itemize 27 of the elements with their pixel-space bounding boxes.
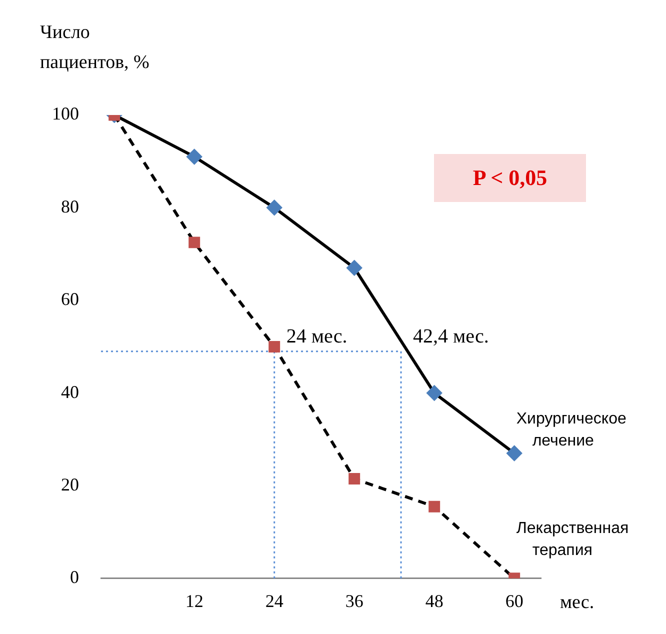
y-tick-label: 20: [61, 474, 79, 494]
point: [506, 446, 522, 461]
y-tick-label: 100: [52, 104, 79, 124]
x-tick-label: 12: [185, 590, 204, 611]
y-axis-title: Число пациентов, %: [40, 21, 150, 75]
point: [268, 340, 280, 352]
y-tick-label: 80: [61, 196, 79, 216]
y-tick-label: 40: [61, 382, 79, 402]
point: [188, 236, 200, 248]
annotation: 24 мес.: [286, 326, 348, 348]
point: [346, 260, 362, 276]
point: [348, 473, 360, 485]
x-tick-label: 24: [265, 590, 284, 611]
point: [428, 500, 440, 512]
y-tick-label: 0: [70, 567, 79, 588]
note-box: P < 0,05: [434, 154, 586, 202]
point: [266, 200, 282, 216]
x-axis-title: мес.: [560, 592, 594, 614]
x-tick-label: 48: [425, 590, 444, 611]
x-tick-label: 36: [345, 590, 364, 611]
point: [426, 386, 442, 401]
x-tick-label: 60: [505, 590, 524, 611]
series-label: Хирургическое лечение: [516, 410, 626, 450]
point: [186, 149, 202, 164]
series-label: Лекарственная терапия: [516, 520, 629, 559]
y-tick-label: 60: [61, 289, 79, 310]
annotation: 42,4 мес.: [413, 326, 489, 348]
